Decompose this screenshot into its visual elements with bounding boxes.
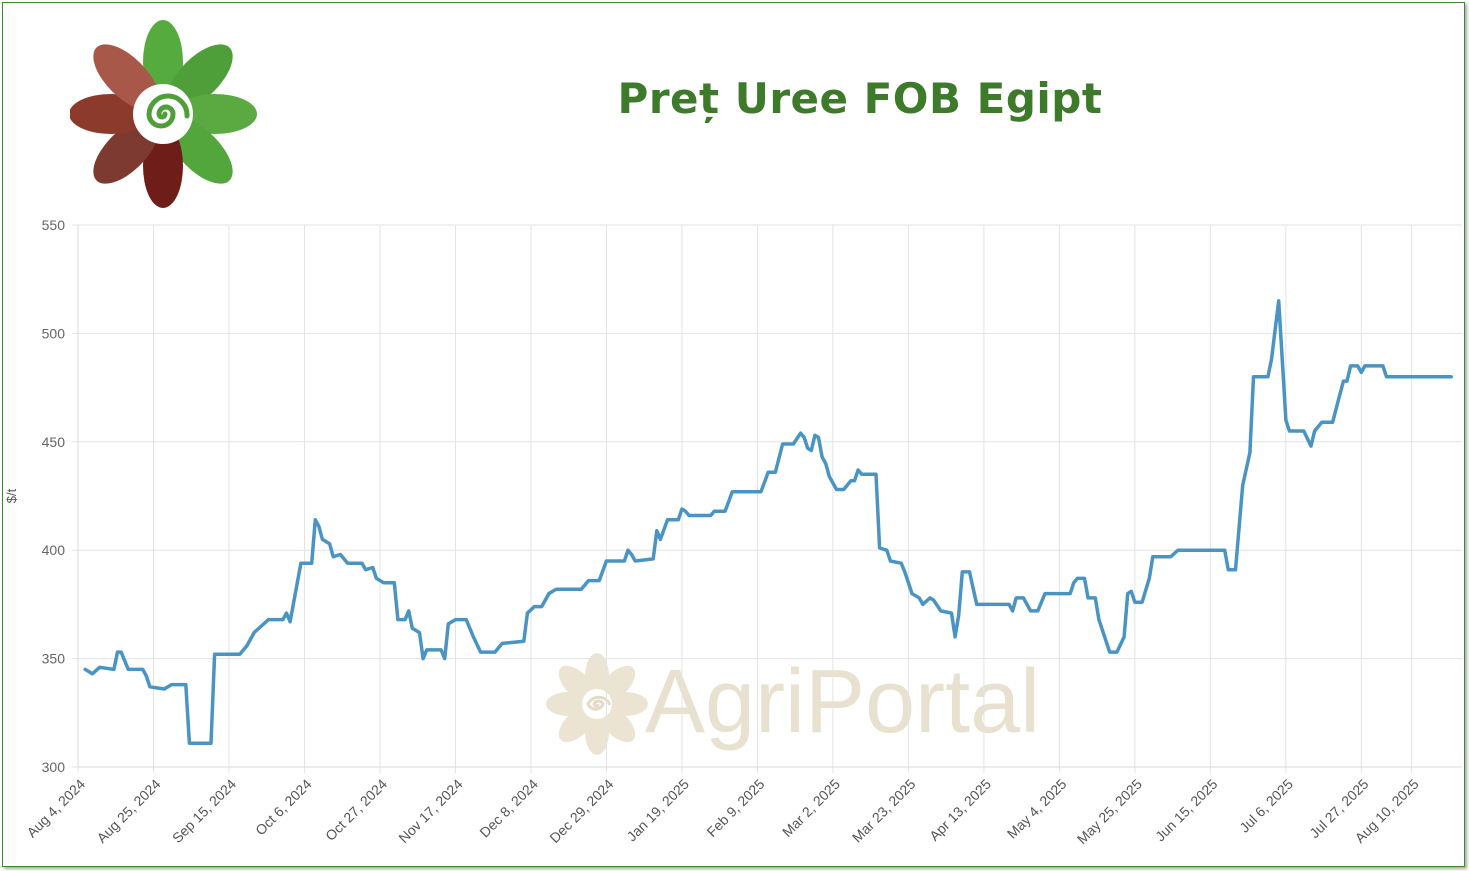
x-tick-label: Feb 9, 2025 xyxy=(703,776,767,840)
y-tick-label: 450 xyxy=(42,434,66,450)
x-tick-label: Sep 15, 2024 xyxy=(169,776,239,846)
x-tick-label: Aug 4, 2024 xyxy=(23,776,88,841)
x-tick-label: Jul 6, 2025 xyxy=(1236,776,1296,836)
axes xyxy=(77,225,1462,768)
series xyxy=(83,299,1453,745)
x-tick-label: Oct 6, 2024 xyxy=(252,776,315,839)
page-title: Preț Uree FOB Egipt xyxy=(617,74,1103,123)
x-axis-ticks: Aug 4, 2024 Aug 25, 2024 Sep 15, 2024 Oct 6… xyxy=(23,776,1422,847)
y-tick-label: 500 xyxy=(42,325,66,341)
x-tick-label: Mar 2, 2025 xyxy=(779,776,843,840)
series-line xyxy=(83,299,1453,745)
watermark-flower-icon xyxy=(546,653,648,755)
x-tick-label: Jun 15, 2025 xyxy=(1152,776,1221,845)
y-tick-label: 550 xyxy=(42,217,66,233)
x-tick-label: Nov 17, 2024 xyxy=(395,776,465,846)
logo-petals xyxy=(70,20,257,208)
y-tick-label: 350 xyxy=(42,651,66,667)
y-tick-label: 400 xyxy=(42,542,66,558)
agriportal-logo xyxy=(70,20,257,208)
x-tick-label: May 25, 2025 xyxy=(1074,776,1145,847)
y-tick-label: 300 xyxy=(42,759,66,775)
spiral-icon xyxy=(146,93,190,129)
x-tick-label: May 4, 2025 xyxy=(1004,776,1070,842)
y-axis-label: $/t xyxy=(4,488,19,503)
x-tick-label: Mar 23, 2025 xyxy=(849,776,919,846)
x-tick-label: Dec 8, 2024 xyxy=(476,776,541,841)
y-axis-ticks: 300 350 400 450 500 550 xyxy=(42,217,66,775)
x-tick-label: Aug 25, 2024 xyxy=(93,776,163,846)
x-tick-label: Dec 29, 2024 xyxy=(546,776,616,846)
x-tick-label: Oct 27, 2024 xyxy=(322,776,390,844)
watermark-text: AgriPortal xyxy=(645,652,1040,752)
x-tick-label: Apr 13, 2025 xyxy=(926,776,994,844)
agriportal-watermark: AgriPortal xyxy=(546,652,1040,755)
x-tick-label: Jan 19, 2025 xyxy=(623,776,692,845)
